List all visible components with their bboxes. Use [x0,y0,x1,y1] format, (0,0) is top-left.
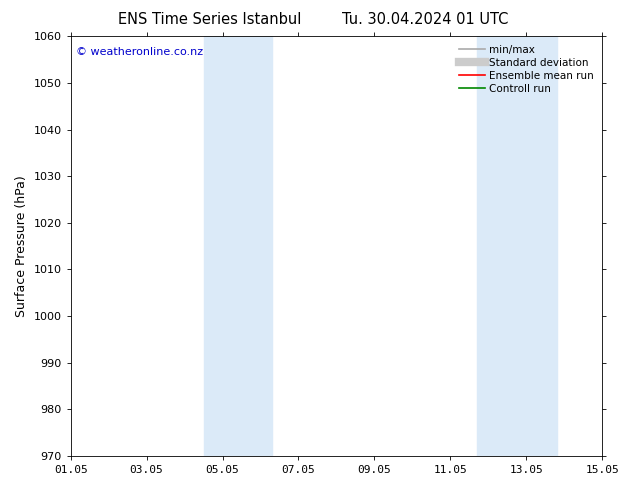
Y-axis label: Surface Pressure (hPa): Surface Pressure (hPa) [15,175,28,317]
Bar [204,36,272,456]
Bar [477,36,557,456]
Legend: min/max, Standard deviation, Ensemble mean run, Controll run: min/max, Standard deviation, Ensemble me… [456,42,597,97]
Text: ENS Time Series Istanbul: ENS Time Series Istanbul [117,12,301,27]
Text: © weatheronline.co.nz: © weatheronline.co.nz [76,47,203,57]
Text: Tu. 30.04.2024 01 UTC: Tu. 30.04.2024 01 UTC [342,12,508,27]
